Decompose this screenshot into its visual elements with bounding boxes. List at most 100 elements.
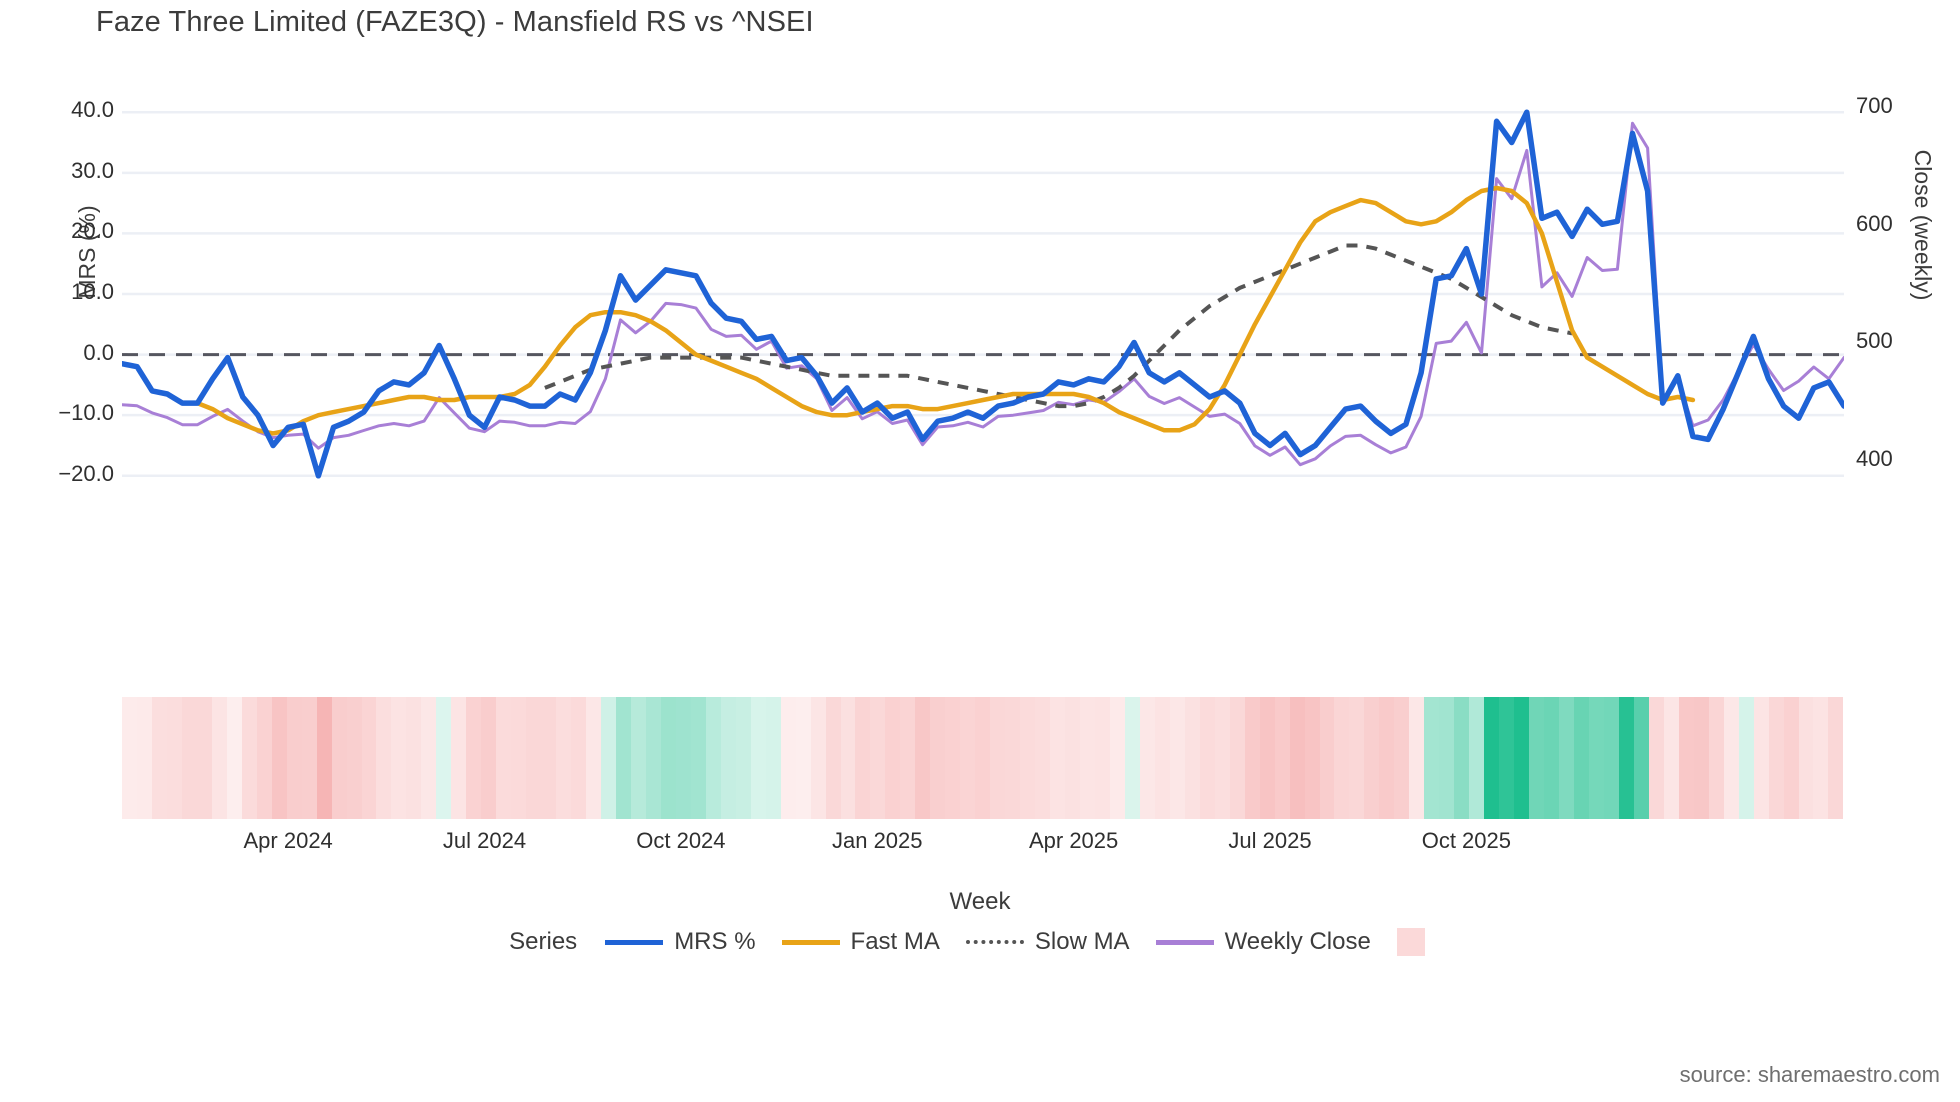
legend-swatch-dotted-icon: [965, 940, 1024, 944]
heat-strip-cell: [1169, 697, 1185, 819]
heat-strip-cell: [1783, 697, 1799, 819]
heat-strip-cell: [1693, 697, 1709, 819]
heat-strip-cell: [1094, 697, 1110, 819]
series-line-fast-ma: [195, 185, 1696, 436]
heat-strip-cell: [151, 697, 167, 819]
heat-strip-cell: [780, 697, 796, 819]
x-axis-tick: Jul 2025: [1228, 828, 1312, 853]
heat-strip-cell: [1603, 697, 1619, 819]
heat-strip-cell: [855, 697, 871, 819]
heat-strip-cell: [1499, 697, 1515, 819]
chart-legend: Series MRS % Fast MA Slow MA Weekly Close: [0, 928, 1960, 956]
heat-strip-cell: [1124, 697, 1140, 819]
y-axis-left-tick: 10.0: [71, 279, 114, 304]
heat-strip-cell: [1154, 697, 1170, 819]
heat-strip-cell: [601, 697, 616, 819]
heat-strip-cell: [825, 697, 841, 819]
heat-strip-cell: [1334, 697, 1350, 819]
heat-strip-cell: [1663, 697, 1679, 819]
heat-strip-cell: [720, 697, 736, 819]
legend-item[interactable]: [1396, 928, 1425, 956]
heat-strip-cell: [615, 697, 631, 819]
heat-strip-cell: [735, 697, 751, 819]
heat-strip-cell: [1184, 697, 1200, 819]
legend-item[interactable]: MRS %: [605, 928, 756, 956]
heat-strip-cell: [196, 697, 212, 819]
plot-area: [122, 88, 1844, 500]
heat-strip-cell: [705, 697, 721, 819]
heat-strip-cell: [630, 697, 646, 819]
x-axis-tick: Apr 2025: [1028, 828, 1119, 853]
heat-strip-cell: [1768, 697, 1784, 819]
x-axis-tick: Oct 2025: [1421, 828, 1511, 853]
heat-strip-cell: [975, 697, 991, 819]
heat-strip-cell: [1379, 697, 1395, 819]
heat-strip-cell: [1588, 697, 1604, 819]
series-line-weekly-close: [122, 121, 1844, 467]
heat-strip-cell: [286, 697, 302, 819]
x-axis-label: Week: [949, 888, 1011, 915]
heat-strip-cell: [1454, 697, 1470, 819]
heat-strip-cell: [1409, 697, 1425, 819]
heat-strip-cell: [346, 697, 362, 819]
heat-strip-cell: [1678, 697, 1694, 819]
x-axis-tick: Oct 2024: [636, 828, 726, 853]
heat-strip-cell: [690, 697, 706, 819]
y-axis-left-tick: 30.0: [71, 157, 114, 183]
y-axis-right-tick: 500: [1856, 328, 1893, 354]
y-axis-left-tick: 0.0: [83, 339, 114, 365]
heat-strip-cell: [1244, 697, 1260, 819]
heat-strip-cell: [885, 697, 901, 819]
heat-strip-cell: [406, 697, 422, 819]
legend-item[interactable]: Slow MA: [965, 928, 1130, 956]
heat-strip-cell: [915, 697, 931, 819]
legend-item[interactable]: Weekly Close: [1155, 928, 1371, 956]
heat-strip-cell: [1199, 697, 1215, 819]
heat-strip-cell: [900, 697, 916, 819]
heat-strip-cell: [1559, 697, 1574, 819]
heat-strip-cell: [960, 697, 976, 819]
heat-strip-cell: [1424, 697, 1440, 819]
source-note: source: sharemaestro.com: [1679, 1062, 1940, 1087]
heat-strip-cell: [316, 697, 332, 819]
heat-strip-cell: [675, 697, 691, 819]
heat-strip-cell: [211, 697, 227, 819]
legend-item-label: Slow MA: [1034, 928, 1130, 955]
x-axis-tick: Apr 2024: [243, 828, 333, 853]
x-axis-tick: Jul 2024: [442, 828, 527, 853]
heat-strip-cell: [466, 697, 482, 819]
series-line-slow-ma: [544, 243, 1573, 409]
legend-item[interactable]: Fast MA: [781, 928, 940, 956]
series-line-mrs: [122, 109, 1844, 479]
heat-strip-cell: [1439, 697, 1455, 819]
heat-strip-cell: [1469, 697, 1485, 819]
heat-strip-cell: [271, 697, 287, 819]
heat-strip-cell: [481, 697, 497, 819]
heat-strip-cell: [1544, 697, 1559, 819]
heat-strip-cell: [1304, 697, 1320, 819]
heat-strip-cell: [795, 697, 811, 819]
heat-strip-cell: [1289, 697, 1305, 819]
heat-strip-cell: [750, 697, 766, 819]
heat-strip-cell: [256, 697, 272, 819]
mrs-heat-strip: [122, 697, 1844, 819]
legend-title: Series: [509, 928, 578, 955]
heat-strip-cell: [1005, 697, 1021, 819]
heat-strip-cell: [136, 697, 152, 819]
y-axis-right-tick: 600: [1856, 210, 1893, 236]
heat-strip-cell: [1139, 697, 1155, 819]
heat-strip-cell: [1214, 697, 1230, 819]
heat-strip-cell: [391, 697, 407, 819]
heat-strip-cell: [1035, 697, 1051, 819]
plot-svg: [122, 109, 1844, 479]
heat-strip-cell: [1080, 697, 1095, 819]
heat-strip-cell: [122, 697, 137, 819]
heat-strip-cell: [1364, 697, 1380, 819]
heat-strip-cell: [840, 697, 856, 819]
heat-strip-cell: [241, 697, 257, 819]
heat-strip-cell: [166, 697, 182, 819]
y-axis-right-tick: 400: [1856, 446, 1893, 472]
heat-strip-cell: [556, 697, 572, 819]
heat-strip-cell: [645, 697, 661, 819]
